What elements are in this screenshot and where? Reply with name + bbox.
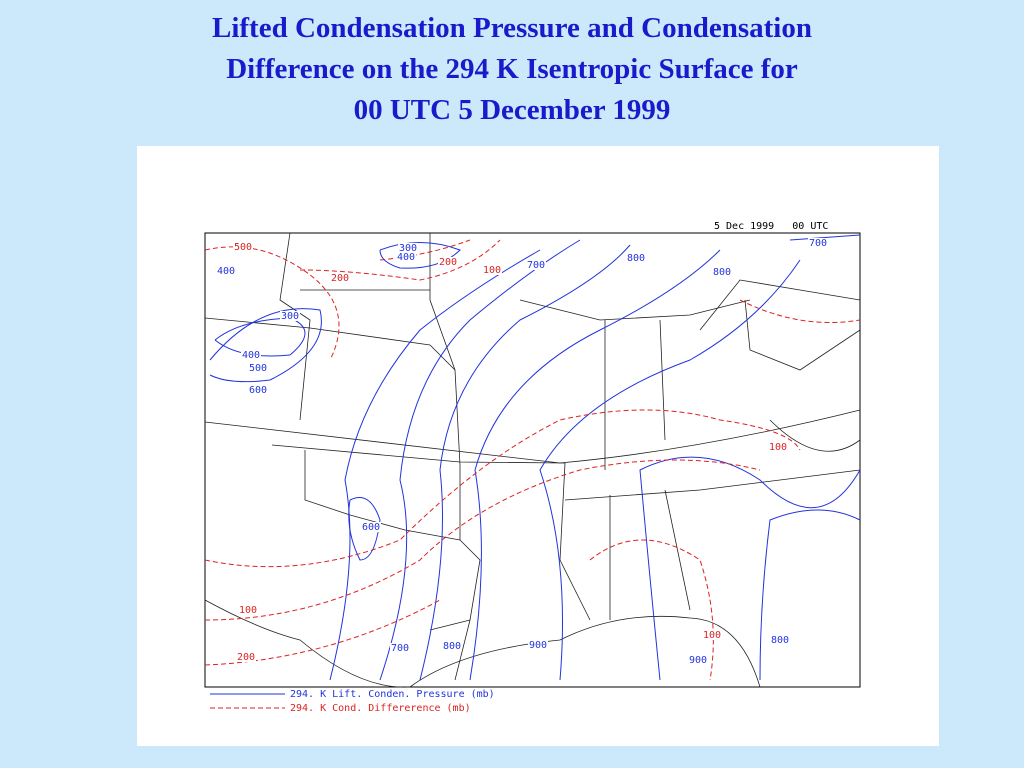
label-bg (241, 350, 261, 360)
label-bg (528, 640, 548, 650)
label-bg (526, 260, 546, 270)
label-bg (236, 652, 256, 662)
contour-label: 400 (397, 252, 415, 263)
contour-label: 900 (689, 655, 707, 666)
difference-contours (204, 239, 861, 681)
label-bg (398, 243, 418, 253)
legend-entry: 294. K Lift. Conden. Pressure (mb) (290, 689, 495, 700)
contour-label: 100 (769, 442, 787, 453)
contour-label: 300 (281, 311, 299, 322)
label-bg (770, 635, 790, 645)
contour-label: 600 (362, 522, 380, 533)
contour-label: 900 (529, 640, 547, 651)
valid-time: 5 Dec 1999 00 UTC (714, 221, 828, 232)
contour-label: 800 (443, 641, 461, 652)
pressure-contours (209, 234, 861, 681)
borders (204, 232, 861, 688)
label-bg (233, 242, 253, 252)
title-line: Lifted Condensation Pressure and Condens… (212, 12, 812, 44)
label-bg (280, 311, 300, 321)
contour-label: 600 (249, 385, 267, 396)
label-bg (688, 655, 708, 665)
title-line: Difference on the 294 K Isentropic Surfa… (226, 53, 798, 85)
contour-label: 800 (771, 635, 789, 646)
map-panel: 400 300 400 500 600 300 400 700 800 800 700 600 700 8… (137, 146, 939, 746)
contour-label: 200 (237, 652, 255, 663)
contour-label: 200 (331, 273, 349, 284)
label-bg (396, 252, 416, 262)
contour-label: 100 (483, 265, 501, 276)
contour-label: 500 (249, 363, 267, 374)
legend-entry: 294. K Cond. Differerence (mb) (290, 703, 471, 714)
contour-label: 700 (809, 238, 827, 249)
label-bg (712, 267, 732, 277)
label-bg (442, 641, 462, 651)
label-bg (808, 238, 828, 248)
map-frame (204, 232, 861, 688)
contour-label: 200 (439, 257, 457, 268)
contour-label: 800 (713, 267, 731, 278)
title: Lifted Condensation Pressure and Condens… (0, 8, 1024, 131)
contour-label: 700 (527, 260, 545, 271)
label-bg (248, 363, 268, 373)
label-bg (482, 265, 502, 275)
label-bg (361, 522, 381, 532)
label-bg (390, 643, 410, 653)
contour-label: 400 (217, 266, 235, 277)
title-line: 00 UTC 5 December 1999 (353, 94, 671, 126)
label-bg (238, 605, 258, 615)
label-bg (216, 266, 236, 276)
label-bg (768, 442, 788, 452)
contour-label: 100 (239, 605, 257, 616)
contour-label: 700 (391, 643, 409, 654)
contour-label: 400 (242, 350, 260, 361)
contour-label: 500 (234, 242, 252, 253)
label-bg (438, 257, 458, 267)
label-bg (626, 253, 646, 263)
label-bg (330, 273, 350, 283)
contour-label: 300 (399, 243, 417, 254)
label-bg (248, 385, 268, 395)
label-bg (702, 630, 722, 640)
contour-label: 800 (627, 253, 645, 264)
contour-label: 100 (703, 630, 721, 641)
